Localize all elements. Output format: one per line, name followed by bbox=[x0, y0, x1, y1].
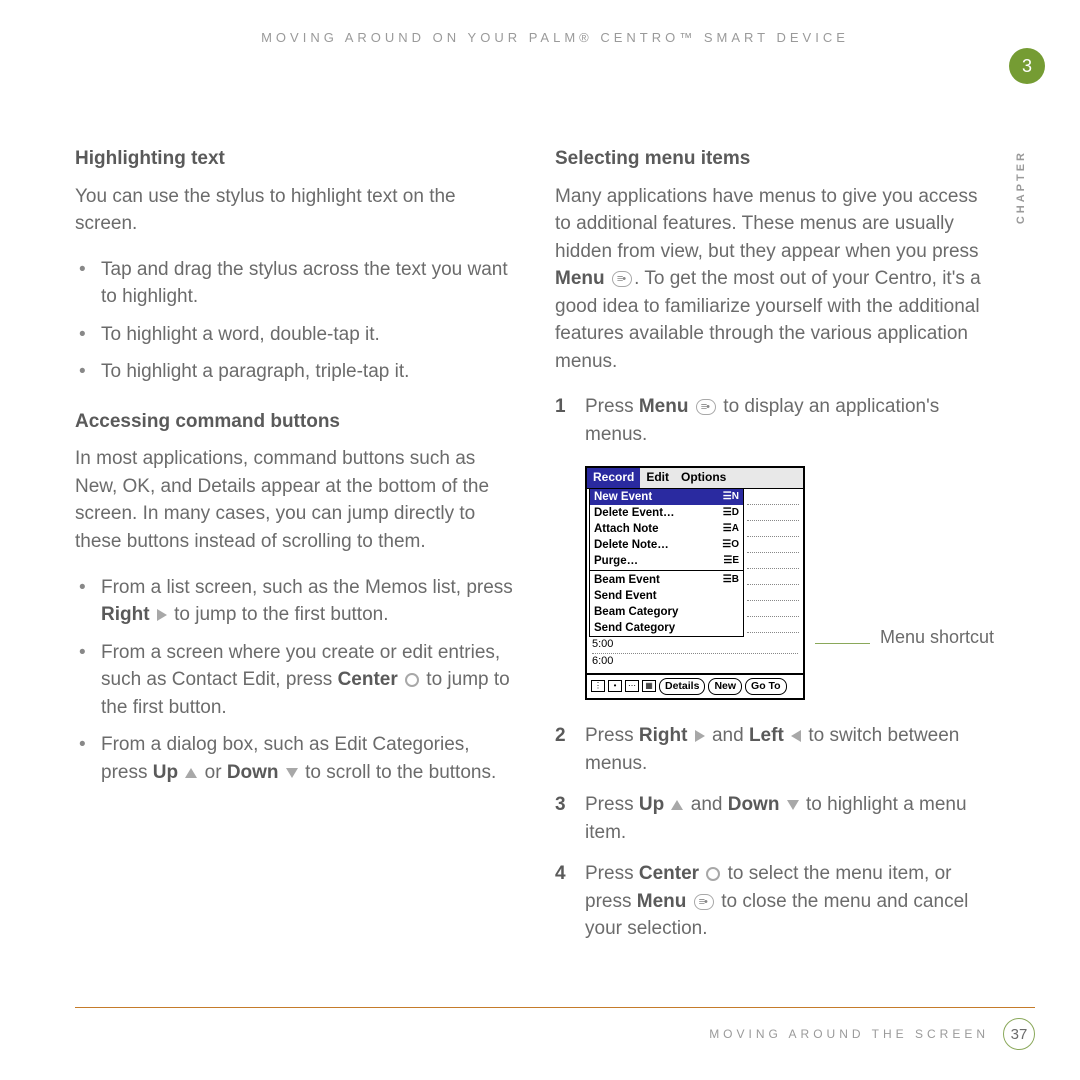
callout-line bbox=[815, 643, 870, 644]
menu-key-icon bbox=[694, 894, 714, 910]
view-icon[interactable]: ▦ bbox=[642, 680, 656, 692]
callout-label: Menu shortcut bbox=[880, 624, 994, 650]
menu-item[interactable]: New Event☰N bbox=[590, 489, 743, 505]
menu-key-icon bbox=[696, 399, 716, 415]
step: 2 Press Right and Left to switch between… bbox=[555, 722, 995, 777]
palm-screenshot: Record Edit Options New Event☰N Delete E… bbox=[585, 466, 805, 699]
step: 1 Press Menu to display an application's… bbox=[555, 393, 995, 448]
up-arrow-icon bbox=[185, 768, 197, 778]
view-icon[interactable]: ⋮ bbox=[591, 680, 605, 692]
bullet: Tap and drag the stylus across the text … bbox=[75, 256, 515, 311]
center-icon bbox=[706, 867, 720, 881]
down-arrow-icon bbox=[286, 768, 298, 778]
down-arrow-icon bbox=[787, 800, 799, 810]
step: 4 Press Center to select the menu item, … bbox=[555, 860, 995, 943]
page-number: 37 bbox=[1003, 1018, 1035, 1050]
heading-selecting: Selecting menu items bbox=[555, 145, 995, 173]
running-header: MOVING AROUND ON YOUR PALM® CENTRO™ SMAR… bbox=[75, 30, 1035, 45]
menu-item[interactable]: Purge…☰E bbox=[590, 553, 743, 569]
menu-item[interactable]: Beam Category bbox=[590, 604, 743, 620]
tab-edit[interactable]: Edit bbox=[640, 468, 675, 487]
menu-item[interactable]: Delete Event…☰D bbox=[590, 505, 743, 521]
tab-record[interactable]: Record bbox=[587, 468, 640, 487]
para: In most applications, command buttons su… bbox=[75, 445, 515, 555]
menu-item[interactable]: Send Category bbox=[590, 620, 743, 636]
center-icon bbox=[405, 673, 419, 687]
left-arrow-icon bbox=[791, 730, 801, 742]
bullet: From a dialog box, such as Edit Categori… bbox=[75, 731, 515, 786]
palm-bottom-bar: ⋮ • ⋯ ▦ Details New Go To bbox=[587, 673, 803, 698]
right-arrow-icon bbox=[695, 730, 705, 742]
menu-item[interactable]: Attach Note☰A bbox=[590, 521, 743, 537]
bullet: To highlight a word, double-tap it. bbox=[75, 321, 515, 349]
page-footer: MOVING AROUND THE SCREEN 37 bbox=[75, 1007, 1035, 1050]
view-icon[interactable]: • bbox=[608, 680, 622, 692]
menu-item[interactable]: Delete Note…☰O bbox=[590, 537, 743, 553]
goto-button[interactable]: Go To bbox=[745, 678, 787, 695]
heading-accessing: Accessing command buttons bbox=[75, 408, 515, 436]
record-dropdown: New Event☰N Delete Event…☰D Attach Note☰… bbox=[589, 489, 744, 637]
chapter-label: CHAPTER bbox=[1015, 150, 1027, 224]
new-button[interactable]: New bbox=[708, 678, 742, 695]
up-arrow-icon bbox=[671, 800, 683, 810]
view-icon[interactable]: ⋯ bbox=[625, 680, 639, 692]
menu-screenshot-figure: Record Edit Options New Event☰N Delete E… bbox=[585, 466, 995, 699]
heading-highlighting: Highlighting text bbox=[75, 145, 515, 173]
menu-item[interactable]: Beam Event☰B bbox=[590, 572, 743, 588]
menu-key-icon bbox=[612, 271, 632, 287]
tab-options[interactable]: Options bbox=[675, 468, 732, 487]
para: Many applications have menus to give you… bbox=[555, 183, 995, 376]
bullet: To highlight a paragraph, triple-tap it. bbox=[75, 358, 515, 386]
left-column: Highlighting text You can use the stylus… bbox=[75, 145, 515, 957]
palm-menubar: Record Edit Options bbox=[587, 468, 803, 488]
right-arrow-icon bbox=[157, 609, 167, 621]
para: You can use the stylus to highlight text… bbox=[75, 183, 515, 238]
step: 3 Press Up and Down to highlight a menu … bbox=[555, 791, 995, 846]
right-column: Selecting menu items Many applications h… bbox=[555, 145, 995, 957]
chapter-number-badge: 3 bbox=[1009, 48, 1045, 84]
details-button[interactable]: Details bbox=[659, 678, 705, 695]
footer-section-title: MOVING AROUND THE SCREEN bbox=[709, 1027, 989, 1041]
bullet: From a list screen, such as the Memos li… bbox=[75, 574, 515, 629]
menu-item[interactable]: Send Event bbox=[590, 588, 743, 604]
bullet: From a screen where you create or edit e… bbox=[75, 639, 515, 722]
